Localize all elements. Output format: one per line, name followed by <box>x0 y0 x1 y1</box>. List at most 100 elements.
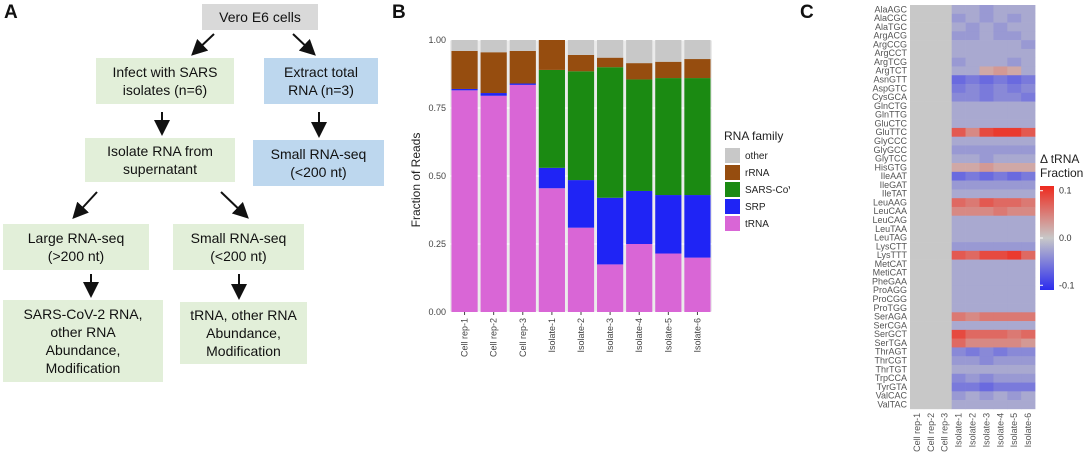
heatmap-cell <box>965 356 980 366</box>
heatmap-cell <box>951 329 966 339</box>
heatmap-cell <box>937 110 952 120</box>
heatmap-cell <box>910 321 925 331</box>
heatmap-cell <box>937 224 952 234</box>
heatmap-cell <box>965 329 980 339</box>
x-tick-label: Isolate-3 <box>605 318 615 353</box>
heatmap-cell <box>979 48 994 58</box>
heatmap-cell <box>1021 66 1036 76</box>
row-label: ArgACG <box>873 31 907 41</box>
heatmap-cell <box>1007 198 1022 208</box>
heatmap-cell <box>910 294 925 304</box>
heatmap-cell <box>910 136 925 146</box>
heatmap-cell <box>979 268 994 278</box>
heatmap-cell <box>923 347 939 357</box>
heatmap-cell <box>923 198 939 208</box>
heatmap-cell <box>965 347 980 357</box>
heatmap-cell <box>965 163 980 173</box>
heatmap-cell <box>993 400 1008 410</box>
x-tick-label: Cell rep-2 <box>489 318 499 357</box>
heatmap-cell <box>979 101 994 111</box>
heatmap-cell <box>993 356 1008 366</box>
heatmap-cell <box>1007 364 1022 375</box>
heatmap-cell <box>1021 391 1036 401</box>
column-label: Isolate-6 <box>1023 413 1033 448</box>
large-rnaseq-box: Large RNA-seq (>200 nt) <box>3 224 149 270</box>
heatmap-cell <box>965 224 980 234</box>
heatmap-cell <box>951 110 966 120</box>
heatmap-cell <box>923 127 939 137</box>
heatmap-cell <box>1021 198 1036 208</box>
heatmap-cell <box>965 373 980 383</box>
heatmap-cell <box>910 189 925 199</box>
heatmap-cell <box>1007 110 1022 120</box>
row-label: ArgTCG <box>874 57 907 67</box>
heatmap-cell <box>979 110 994 120</box>
bar-segment-other <box>684 40 711 60</box>
heatmap-cell <box>979 294 994 304</box>
heatmap-cell <box>923 171 939 181</box>
heatmap-cell <box>910 57 925 67</box>
heatmap-cell <box>979 338 994 348</box>
row-label: LeuAAG <box>873 197 907 207</box>
heatmap-cell <box>910 48 925 58</box>
heatmap-cell <box>951 48 966 58</box>
heatmap-cell <box>979 92 994 102</box>
bar-segment-srp <box>509 83 536 85</box>
row-label: CysGCA <box>872 92 907 102</box>
heatmap-cell <box>951 373 966 383</box>
heatmap-cell <box>937 277 952 287</box>
output-mid-box: tRNA, other RNA Abundance, Modification <box>180 302 307 364</box>
heatmap-cell <box>965 285 980 296</box>
heatmap-cell <box>910 373 925 383</box>
heatmap-cell <box>951 285 966 296</box>
heatmap-cell <box>923 294 939 304</box>
legend-label: tRNA <box>745 219 769 230</box>
heatmap-cell <box>979 356 994 366</box>
heatmap-cell <box>979 5 994 15</box>
bar-segment-srp <box>626 190 653 244</box>
heatmap-cell <box>979 321 994 331</box>
heatmap-cell <box>1021 57 1036 67</box>
heatmap-cell <box>993 57 1008 67</box>
heatmap-cell <box>923 180 939 190</box>
heatmap-cell <box>937 321 952 331</box>
heatmap-cell <box>979 233 994 243</box>
heatmap-cell <box>951 40 966 50</box>
heatmap-cell <box>993 75 1008 85</box>
heatmap-cell <box>979 303 994 313</box>
heatmap-cell <box>937 171 952 181</box>
heatmap-cell <box>979 382 994 392</box>
column-label: Isolate-3 <box>981 413 991 448</box>
column-label: Cell rep-3 <box>940 413 950 452</box>
heatmap-cell <box>951 66 966 76</box>
heatmap-cell <box>1007 356 1022 366</box>
heatmap-cell <box>910 215 925 225</box>
heatmap-cell <box>910 391 925 401</box>
row-label: ArgCCT <box>874 48 907 58</box>
heatmap-cell <box>1021 400 1036 410</box>
bar-segment-other <box>451 40 478 51</box>
heatmap-cell <box>993 101 1008 111</box>
heatmap-cell <box>993 373 1008 383</box>
heatmap-cell <box>993 364 1008 375</box>
heatmap-cell <box>937 242 952 252</box>
heatmap-cell <box>923 40 939 50</box>
row-label: AsnGTT <box>873 75 907 85</box>
heatmap-cell <box>951 338 966 348</box>
heatmap-cell <box>951 136 966 146</box>
heatmap-cell <box>910 22 925 32</box>
heatmap-cell <box>910 312 925 322</box>
heatmap-cell <box>965 259 980 269</box>
heatmap-cell <box>979 75 994 85</box>
heatmap-cell <box>1007 145 1022 155</box>
heatmap-cell <box>1007 84 1022 94</box>
heatmap-cell <box>923 119 939 129</box>
heatmap-cell <box>1021 224 1036 234</box>
heatmap-cell <box>965 92 980 102</box>
heatmap-cell <box>951 356 966 366</box>
x-tick-label: Cell rep-1 <box>460 318 470 357</box>
legend-swatch-trna <box>725 216 740 231</box>
heatmap-cell <box>1007 206 1022 217</box>
row-label: ProTGG <box>873 303 907 313</box>
scale-tick-label: 0.0 <box>1059 233 1072 243</box>
